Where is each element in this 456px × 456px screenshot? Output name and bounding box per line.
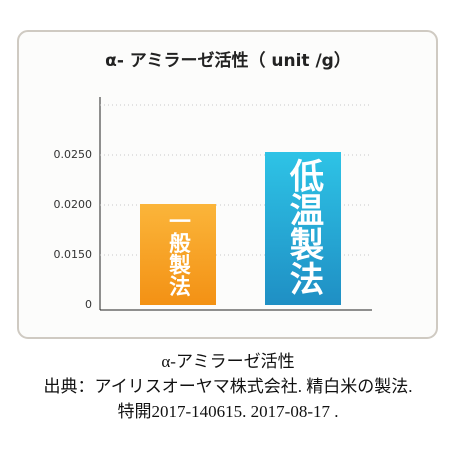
chart-title: α- アミラーゼ活性（ unit /g）	[105, 50, 351, 71]
bar	[265, 152, 341, 305]
card	[17, 30, 438, 339]
y-tick-label: 0	[85, 298, 92, 311]
y-tick-label: 0.0150	[54, 248, 93, 261]
y-tick-label: 0.0200	[54, 198, 93, 211]
caption: 特開2017-140615. 2017-08-17 .	[118, 402, 339, 421]
caption: α-アミラーゼ活性	[161, 352, 294, 371]
bar-label: 低温製法	[283, 158, 324, 296]
bar	[140, 204, 216, 305]
caption: 出典：アイリスオーヤマ株式会社. 精白米の製法.	[44, 377, 413, 396]
bar-label: 一般製法	[166, 210, 192, 298]
y-tick-label: 0.0250	[54, 148, 93, 161]
